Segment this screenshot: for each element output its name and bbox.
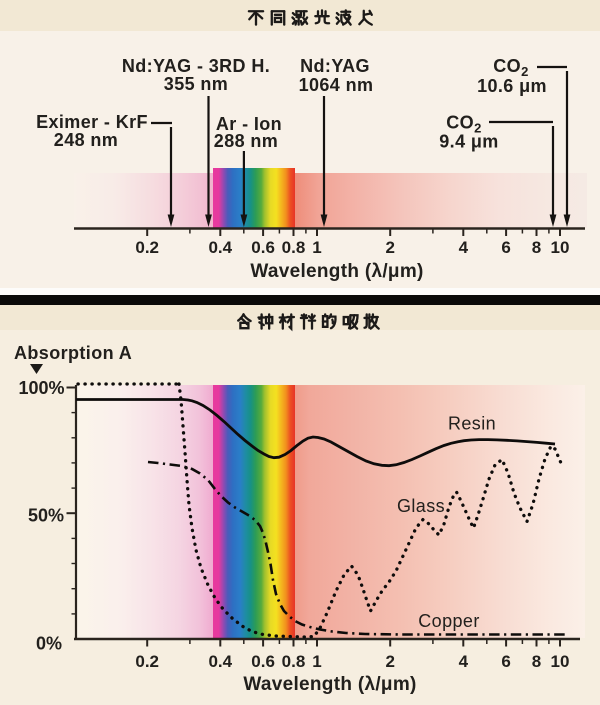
svg-text:6: 6 xyxy=(501,652,510,671)
svg-text:8: 8 xyxy=(532,652,541,671)
svg-text:0.2: 0.2 xyxy=(135,652,159,671)
svg-text:10.6 μm: 10.6 μm xyxy=(477,76,547,96)
svg-text:0.4: 0.4 xyxy=(208,652,232,671)
svg-text:CO2: CO2 xyxy=(493,56,528,79)
svg-text:Absorption A: Absorption A xyxy=(14,343,132,363)
svg-text:Copper: Copper xyxy=(418,611,479,631)
svg-text:0%: 0% xyxy=(36,634,62,654)
svg-text:2: 2 xyxy=(385,652,394,671)
svg-text:100%: 100% xyxy=(18,378,64,398)
svg-text:10: 10 xyxy=(551,652,570,671)
svg-text:0.6: 0.6 xyxy=(251,652,275,671)
svg-text:6: 6 xyxy=(501,238,510,257)
svg-text:Ar - Ion: Ar - Ion xyxy=(216,114,282,134)
svg-text:4: 4 xyxy=(459,238,469,257)
svg-text:50%: 50% xyxy=(28,506,64,526)
svg-text:Glass: Glass xyxy=(397,496,445,516)
svg-text:Resin: Resin xyxy=(448,414,496,434)
svg-text:Nd:YAG: Nd:YAG xyxy=(300,56,370,76)
svg-text:8: 8 xyxy=(532,238,541,257)
svg-text:288 nm: 288 nm xyxy=(214,131,278,151)
svg-text:CO2: CO2 xyxy=(446,113,481,136)
svg-text:10: 10 xyxy=(551,238,570,257)
svg-text:355 nm: 355 nm xyxy=(164,74,228,94)
svg-text:Wavelength (λ/μm): Wavelength (λ/μm) xyxy=(243,674,416,695)
svg-text:Eximer - KrF: Eximer - KrF xyxy=(36,112,148,132)
svg-text:248 nm: 248 nm xyxy=(54,130,118,150)
svg-text:Nd:YAG - 3RD H.: Nd:YAG - 3RD H. xyxy=(122,56,270,76)
svg-text:9.4 μm: 9.4 μm xyxy=(439,132,498,152)
svg-text:2: 2 xyxy=(385,238,394,257)
svg-text:0.8: 0.8 xyxy=(282,652,306,671)
svg-text:0.2: 0.2 xyxy=(135,238,159,257)
svg-text:0.6: 0.6 xyxy=(251,238,275,257)
svg-text:0.4: 0.4 xyxy=(208,238,232,257)
svg-text:1064 nm: 1064 nm xyxy=(299,75,374,95)
svg-text:4: 4 xyxy=(459,652,469,671)
svg-text:Wavelength (λ/μm): Wavelength (λ/μm) xyxy=(250,261,423,282)
svg-text:1: 1 xyxy=(312,652,321,671)
svg-text:0.8: 0.8 xyxy=(282,238,306,257)
svg-text:1: 1 xyxy=(312,238,321,257)
